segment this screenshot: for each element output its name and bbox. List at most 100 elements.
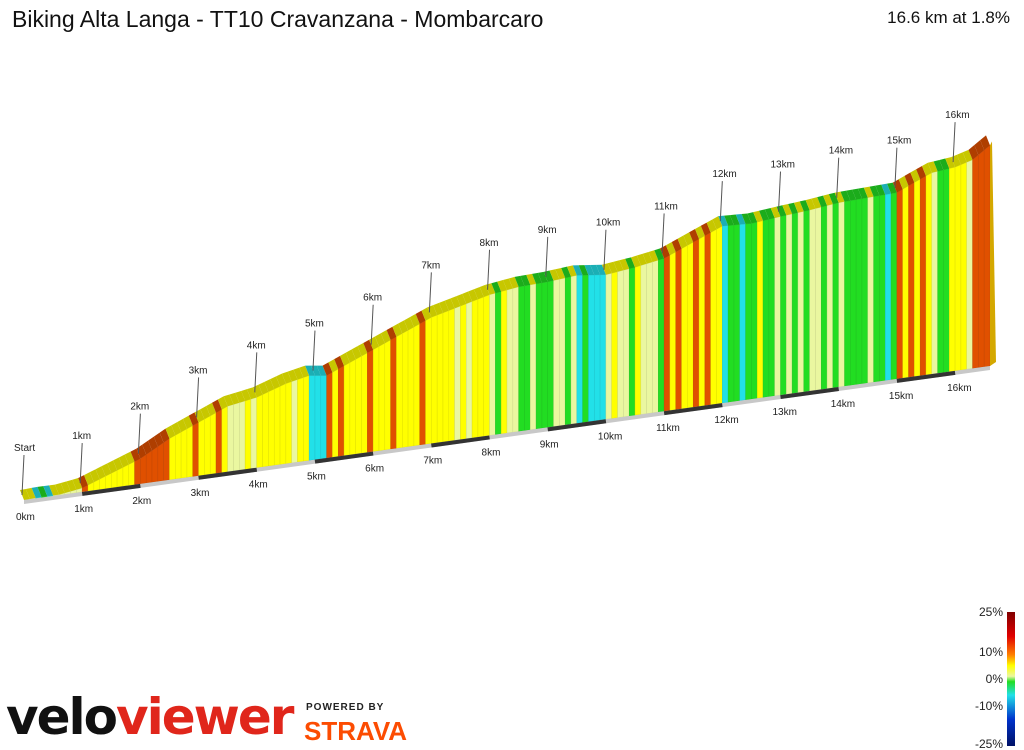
profile-segment xyxy=(140,454,147,485)
profile-top-segment xyxy=(415,310,426,324)
profile-top-segment xyxy=(212,399,222,413)
profile-top-segment xyxy=(683,232,694,246)
profile-top-segment xyxy=(200,405,211,420)
km-marker-line xyxy=(21,454,25,496)
profile-segment xyxy=(914,178,921,377)
profile-top-segment xyxy=(270,376,281,390)
profile-segment xyxy=(477,296,484,438)
profile-top-segment xyxy=(473,287,484,300)
km-marker-label: 12km xyxy=(712,169,736,180)
profile-segment xyxy=(215,409,223,474)
axis-km-band xyxy=(198,467,258,480)
profile-segment xyxy=(791,212,799,394)
axis-km-label: 9km xyxy=(540,439,559,450)
profile-top-segment xyxy=(316,365,327,376)
profile-segment xyxy=(512,286,519,433)
profile-top-segment xyxy=(142,440,153,455)
profile-segment xyxy=(221,405,228,473)
profile-segment xyxy=(448,308,455,442)
profile-segment xyxy=(885,193,892,381)
profile-segment xyxy=(332,368,339,458)
profile-top-segment xyxy=(520,274,531,286)
km-marker-line xyxy=(428,272,432,313)
profile-top-segment xyxy=(665,241,676,256)
profile-segment xyxy=(146,450,153,484)
profile-top-segment xyxy=(113,457,123,471)
profile-top-segment xyxy=(904,172,915,186)
profile-segment xyxy=(850,199,857,386)
profile-segment xyxy=(733,224,740,402)
profile-segment xyxy=(809,208,816,392)
profile-top-segment xyxy=(264,379,275,392)
profile-top-segment xyxy=(677,235,688,249)
profile-top-segment xyxy=(561,266,572,278)
profile-segment xyxy=(402,329,409,448)
profile-segment xyxy=(454,305,461,441)
km-marker-line xyxy=(894,147,898,188)
profile-top-segment xyxy=(456,293,467,307)
profile-segment xyxy=(594,274,601,422)
profile-segment xyxy=(896,188,903,380)
legend-label: 0% xyxy=(986,672,1004,686)
profile-segment xyxy=(186,425,193,478)
profile-segment xyxy=(262,391,269,468)
profile-segment xyxy=(314,375,321,460)
profile-top-segment xyxy=(863,186,874,198)
profile-segment xyxy=(838,201,845,388)
km-marker-label: 15km xyxy=(887,136,911,147)
profile-segment xyxy=(442,310,450,443)
profile-segment xyxy=(349,359,356,456)
profile-segment xyxy=(879,194,886,382)
profile-segment xyxy=(297,377,304,463)
profile-segment xyxy=(949,166,956,372)
profile-segment xyxy=(821,205,828,390)
profile-top-segment xyxy=(328,359,339,373)
legend-label: -25% xyxy=(975,737,1003,750)
profile-top-segment xyxy=(764,207,775,220)
profile-segment xyxy=(303,375,310,462)
profile-top-segment xyxy=(770,206,781,218)
profile-segment xyxy=(256,394,263,468)
profile-segment xyxy=(524,284,531,431)
profile-top-segment xyxy=(584,265,595,276)
profile-segment xyxy=(722,225,729,404)
profile-segment xyxy=(192,422,199,477)
profile-top-segment xyxy=(433,302,443,316)
profile-top-segment xyxy=(404,317,414,331)
profile-segment xyxy=(925,172,933,376)
profile-segment xyxy=(285,381,292,464)
profile-end-cap xyxy=(990,141,996,366)
profile-top-segment xyxy=(648,250,659,262)
profile-top-segment xyxy=(939,158,950,170)
profile-top-segment xyxy=(968,145,979,160)
profile-segment xyxy=(646,261,653,414)
profile-segment xyxy=(227,404,234,472)
profile-top-segment xyxy=(724,215,734,226)
km-marker-label: 16km xyxy=(945,110,969,121)
profile-segment xyxy=(535,282,543,430)
profile-segment xyxy=(436,312,444,443)
profile-top-segment xyxy=(799,200,810,212)
profile-top-segment xyxy=(66,479,77,492)
profile-top-segment xyxy=(805,198,816,211)
profile-top-segment xyxy=(613,260,624,272)
profile-segment xyxy=(210,412,217,475)
profile-segment xyxy=(116,467,124,488)
profile-top-segment xyxy=(246,387,257,400)
profile-top-segment xyxy=(95,466,106,480)
profile-top-segment xyxy=(287,369,298,382)
profile-top-segment xyxy=(695,225,705,240)
profile-segment xyxy=(564,276,572,426)
profile-segment xyxy=(180,428,188,479)
axis-km-label: 8km xyxy=(482,447,501,458)
profile-segment xyxy=(134,458,141,485)
profile-top-segment xyxy=(503,278,513,291)
profile-top-segment xyxy=(392,323,403,337)
profile-segment xyxy=(623,268,630,418)
profile-segment xyxy=(658,258,665,413)
profile-top-segment xyxy=(363,339,374,353)
profile-segment xyxy=(617,270,624,418)
profile-top-segment xyxy=(514,275,525,287)
profile-segment xyxy=(372,346,380,452)
profile-segment xyxy=(390,336,397,450)
